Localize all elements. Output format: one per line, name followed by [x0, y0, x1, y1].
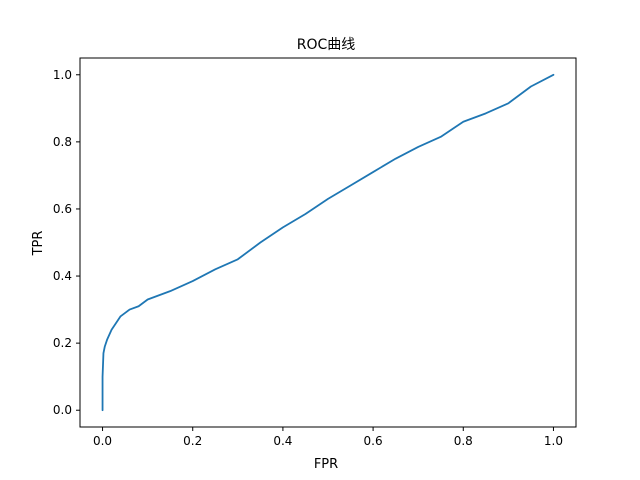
x-tick-label: 0.8: [454, 434, 473, 448]
y-tick-label: 0.4: [53, 269, 72, 283]
x-tick-label: 0.6: [364, 434, 383, 448]
y-tick-label: 0.8: [53, 135, 72, 149]
y-tick-label: 0.2: [53, 336, 72, 350]
chart-title: ROC曲线: [297, 37, 356, 53]
y-tick-label: 0.0: [53, 403, 72, 417]
axes-frame: [79, 57, 577, 428]
x-axis-label: FPR: [314, 457, 338, 472]
x-tick-label: 0.2: [183, 434, 202, 448]
roc-curve-line: [101, 73, 555, 412]
plot-area: 0.0 0.2 0.4 0.6 0.8 1.0 0.0 0.2 0.4 0.6 0.8 1.0: [53, 57, 577, 448]
y-axis-label: TPR: [31, 231, 46, 257]
x-tick-label: 0.0: [93, 434, 112, 448]
y-tick-label: 0.6: [53, 202, 72, 216]
x-tick-label: 0.4: [273, 434, 292, 448]
x-tick-label: 1.0: [544, 434, 563, 448]
y-tick-label: 1.0: [53, 68, 72, 82]
